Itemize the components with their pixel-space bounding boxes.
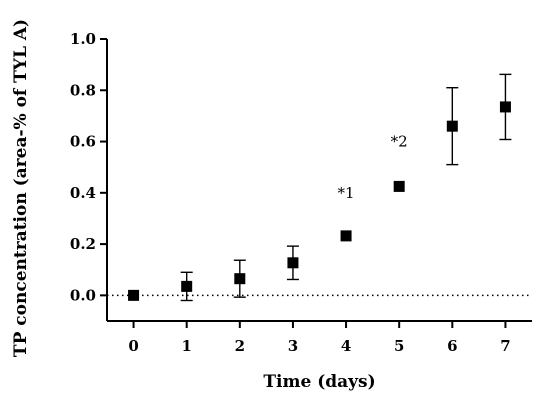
data-point bbox=[446, 120, 458, 132]
x-tick-label: 6 bbox=[447, 337, 457, 355]
annotation: *1 bbox=[338, 184, 355, 202]
x-tick-label: 7 bbox=[500, 337, 510, 355]
data-point bbox=[287, 257, 299, 269]
data-point bbox=[340, 230, 352, 242]
x-tick-label: 2 bbox=[235, 337, 245, 355]
y-tick-label: 1.0 bbox=[70, 30, 96, 48]
x-tick-label: 4 bbox=[341, 337, 351, 355]
y-tick-label: 0.8 bbox=[70, 81, 96, 99]
y-tick-label: 0.4 bbox=[70, 184, 96, 202]
y-tick-label: 0.2 bbox=[70, 235, 96, 253]
data-point bbox=[181, 280, 193, 292]
x-tick-label: 1 bbox=[181, 337, 191, 355]
data-point bbox=[393, 180, 405, 192]
annotation: *2 bbox=[391, 133, 408, 151]
axis-labels: 0.0 0.2 0.4 0.6 0.8 1.0 0 1 2 3 4 5 6 7 *1 *2 bbox=[70, 30, 511, 355]
data-point bbox=[128, 289, 140, 301]
x-tick-label: 0 bbox=[128, 337, 138, 355]
x-axis-title: Time (days) bbox=[263, 372, 375, 392]
data-point bbox=[499, 101, 511, 113]
x-tick-label: 3 bbox=[288, 337, 298, 355]
axes bbox=[100, 38, 532, 328]
y-tick-label: 0.0 bbox=[70, 286, 96, 304]
x-tick-label: 5 bbox=[394, 337, 404, 355]
y-tick-label: 0.6 bbox=[70, 133, 96, 151]
data-point bbox=[234, 273, 246, 285]
y-axis-title: TP concentration (area-% of TYL A) bbox=[11, 19, 31, 357]
data-points bbox=[128, 101, 511, 301]
